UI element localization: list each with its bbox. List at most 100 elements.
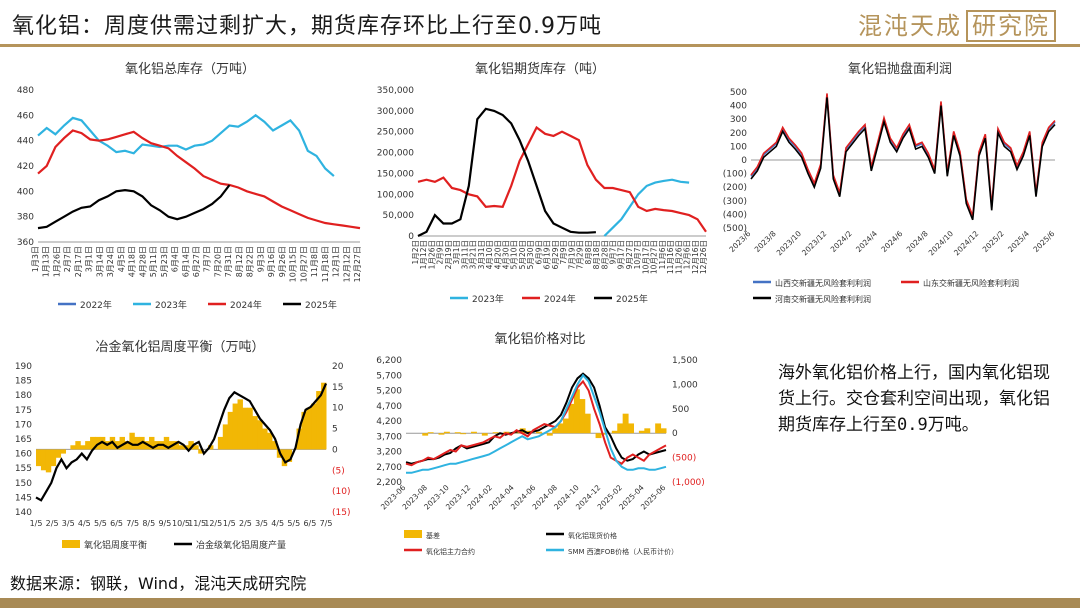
x-tick-label: 12月6日 bbox=[683, 240, 692, 269]
x-tick-label: 4/5 bbox=[78, 519, 91, 528]
y-tick-label: 170 bbox=[15, 420, 32, 430]
y-right-tick-label: (10) bbox=[332, 487, 350, 497]
x-tick-label: 4月20日 bbox=[493, 240, 502, 269]
y-tick-label: 50,000 bbox=[383, 211, 415, 221]
x-tick-label: 10月27日 bbox=[299, 246, 308, 282]
y-tick-label: 5,200 bbox=[376, 387, 402, 397]
bar-基差 bbox=[443, 431, 450, 434]
brand-logo: 混沌天成 研究院 bbox=[858, 6, 1056, 42]
x-tick-label: 3月24日 bbox=[106, 246, 115, 277]
bar-基差 bbox=[568, 403, 575, 434]
bar-基差 bbox=[595, 433, 602, 439]
x-tick-label: 4/5 bbox=[271, 519, 284, 528]
x-tick-label: 7/5 bbox=[126, 519, 139, 528]
y-tick-label: 350,000 bbox=[377, 86, 414, 96]
y-tick-label: 200 bbox=[730, 129, 747, 139]
x-tick-label: 6月19日 bbox=[543, 240, 552, 269]
bar-氧化铝周度平衡 bbox=[217, 436, 224, 450]
x-tick-label: 3月31日 bbox=[477, 240, 486, 269]
series-line-氧化铝现货价格 bbox=[405, 372, 667, 465]
chart4-title: 冶金氧化铝周度平衡（万吨） bbox=[95, 340, 265, 355]
y-right-tick-label: 5 bbox=[332, 425, 338, 435]
x-tick-label: 8月18日 bbox=[592, 240, 601, 269]
legend-label: 2023年 bbox=[472, 293, 504, 305]
page-title: 氧化铝：周度供需过剩扩大，期货库存环比上行至0.9万吨 bbox=[12, 14, 602, 39]
legend-label: 基差 bbox=[426, 531, 440, 540]
bar-氧化铝周度平衡 bbox=[129, 432, 135, 450]
bar-氧化铝周度平衡 bbox=[178, 445, 184, 450]
bar-基差 bbox=[660, 428, 667, 434]
y-tick-label: (300) bbox=[723, 197, 747, 207]
x-tick-label: 3月1日 bbox=[85, 246, 94, 272]
x-tick-label: 12/5 bbox=[204, 519, 222, 528]
x-tick-label: 11/5 bbox=[188, 519, 206, 528]
bar-基差 bbox=[536, 431, 542, 434]
x-tick-label: 8月12日 bbox=[235, 246, 244, 277]
x-tick-label: 11月18日 bbox=[321, 246, 330, 282]
x-tick-label: 6月4日 bbox=[171, 246, 180, 272]
bar-基差 bbox=[427, 432, 434, 434]
bar-氧化铝周度平衡 bbox=[301, 411, 307, 450]
chart3-title: 氧化铝抛盘面利润 bbox=[847, 62, 952, 77]
x-tick-label: 9月16日 bbox=[267, 246, 276, 277]
y-tick-label: 140 bbox=[15, 508, 32, 518]
x-tick-label: 2024/2 bbox=[829, 229, 854, 254]
series-line-冶金级氧化铝周度产量 bbox=[35, 383, 328, 502]
series-line-SMM 西澳FOB价格（人民币计价） bbox=[406, 373, 667, 474]
bar-氧化铝周度平衡 bbox=[114, 441, 121, 450]
x-tick-label: 9月3日 bbox=[256, 246, 265, 272]
x-tick-label: 4月5日 bbox=[117, 246, 126, 272]
bar-基差 bbox=[573, 389, 580, 434]
x-tick-label: 1/5 bbox=[30, 519, 43, 528]
y-tick-label: 165 bbox=[15, 435, 32, 445]
x-tick-label: 12月16日 bbox=[691, 240, 700, 274]
x-tick-label: 2月19日 bbox=[444, 240, 453, 269]
legend-label: 2024年 bbox=[230, 299, 262, 311]
bar-氧化铝周度平衡 bbox=[271, 441, 278, 450]
series-line-山西交新疆无风险套利利润 bbox=[750, 94, 1056, 218]
x-tick-label: 2025/4 bbox=[1006, 229, 1031, 254]
bar-氧化铝周度平衡 bbox=[70, 445, 76, 450]
legend-label: 氧化铝主力合约 bbox=[426, 547, 475, 556]
chart-hedge-profit: (500) (400) (300) (200) (100) 0 100 200 300 400 50… bbox=[723, 88, 1057, 304]
bar-氧化铝周度平衡 bbox=[173, 441, 180, 450]
x-tick-label: 11月6日 bbox=[658, 240, 667, 269]
x-tick-label: 12月1日 bbox=[332, 246, 341, 277]
bar-氧化铝周度平衡 bbox=[85, 441, 91, 450]
x-tick-label: 5月23日 bbox=[160, 246, 169, 277]
y-tick-label: 180 bbox=[15, 391, 32, 401]
commentary-note: 海外氧化铝价格上行，国内氧化铝现货上行。交仓套利空间出现，氧化铝期货库存上行至0… bbox=[778, 363, 1050, 435]
bar-氧化铝周度平衡 bbox=[149, 436, 155, 450]
y-tick-label: 360 bbox=[17, 238, 34, 248]
y-tick-label: 190 bbox=[15, 362, 32, 372]
bar-氧化铝周度平衡 bbox=[232, 403, 239, 450]
y-tick-label: 400 bbox=[730, 102, 747, 112]
y-right-tick-label: (5) bbox=[332, 466, 345, 476]
x-tick-label: 2023/12 bbox=[800, 229, 829, 258]
x-tick-label: 3月11日 bbox=[460, 240, 469, 269]
x-tick-label: 1月3日 bbox=[31, 246, 40, 272]
chart-futures-inventory: 0 50,000 100,000 150,000 200,000 250,000 300,0… bbox=[377, 86, 708, 305]
y-tick-label: 6,200 bbox=[376, 356, 402, 366]
y-tick-label: 300,000 bbox=[377, 107, 414, 117]
x-tick-label: 1月26日 bbox=[52, 246, 61, 277]
x-tick-label: 5月10日 bbox=[510, 240, 519, 269]
x-tick-label: 7月29日 bbox=[576, 240, 585, 269]
y-right-tick-label: 0 bbox=[672, 429, 678, 439]
bar-基差 bbox=[617, 423, 624, 434]
legend-label: 2025年 bbox=[616, 293, 648, 305]
series-line-河南交新疆无风险套利利润 bbox=[750, 97, 1056, 221]
bar-氧化铝周度平衡 bbox=[134, 436, 140, 450]
legend-label: SMM 西澳FOB价格（人民币计价） bbox=[568, 547, 678, 556]
y-tick-label: (400) bbox=[723, 210, 747, 220]
x-tick-label: 4月30日 bbox=[502, 240, 511, 269]
footer-rule bbox=[0, 598, 1080, 608]
y-right-tick-label: (15) bbox=[332, 508, 350, 518]
bar-氧化铝周度平衡 bbox=[222, 424, 229, 450]
bar-氧化铝周度平衡 bbox=[257, 420, 263, 450]
y-tick-label: 400 bbox=[17, 187, 34, 197]
data-source: 数据来源：钢联，Wind，混沌天成研究院 bbox=[10, 574, 307, 593]
x-tick-label: 1/5 bbox=[223, 519, 236, 528]
bar-基差 bbox=[644, 428, 651, 434]
